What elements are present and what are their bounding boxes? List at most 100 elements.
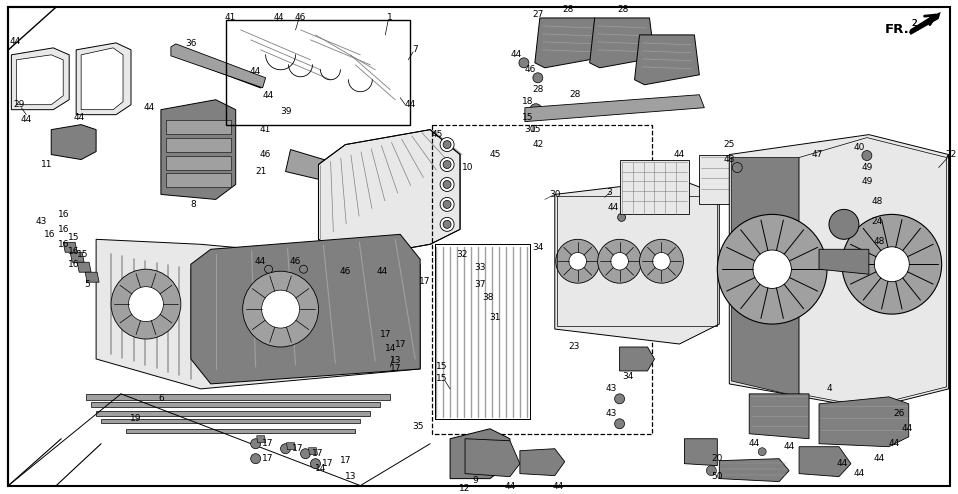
Text: 44: 44 xyxy=(74,113,84,122)
Text: 2: 2 xyxy=(911,19,917,29)
Text: 36: 36 xyxy=(185,40,196,48)
Text: 50: 50 xyxy=(712,472,723,481)
Text: 47: 47 xyxy=(811,150,823,159)
Text: 46: 46 xyxy=(295,13,307,22)
Text: 11: 11 xyxy=(40,160,52,169)
Circle shape xyxy=(444,201,451,208)
Text: 32: 32 xyxy=(456,250,468,259)
Polygon shape xyxy=(749,394,810,439)
Text: 34: 34 xyxy=(532,243,543,252)
Circle shape xyxy=(489,300,503,314)
Text: 16: 16 xyxy=(58,210,70,219)
Text: 22: 22 xyxy=(945,150,956,159)
Text: 30: 30 xyxy=(524,125,536,134)
Polygon shape xyxy=(91,402,380,407)
Text: 15: 15 xyxy=(68,233,80,242)
Circle shape xyxy=(462,254,478,270)
Text: 44: 44 xyxy=(255,257,266,266)
Bar xyxy=(557,197,718,326)
Bar xyxy=(226,20,410,124)
Text: 46: 46 xyxy=(340,267,351,276)
Circle shape xyxy=(718,214,827,324)
Text: 7: 7 xyxy=(412,45,418,54)
Text: 44: 44 xyxy=(854,469,864,478)
Text: 26: 26 xyxy=(893,410,904,418)
Text: 28: 28 xyxy=(569,90,581,99)
Polygon shape xyxy=(535,18,600,68)
Circle shape xyxy=(264,265,273,273)
Polygon shape xyxy=(16,55,63,105)
Circle shape xyxy=(533,73,543,83)
Text: 44: 44 xyxy=(376,267,388,276)
Text: 49: 49 xyxy=(861,177,873,186)
Polygon shape xyxy=(634,35,699,85)
Text: 10: 10 xyxy=(463,163,474,172)
Circle shape xyxy=(556,239,600,283)
Polygon shape xyxy=(257,436,265,443)
Text: 33: 33 xyxy=(474,263,486,272)
Text: 18: 18 xyxy=(522,97,534,106)
Circle shape xyxy=(251,439,261,449)
Text: 17: 17 xyxy=(262,439,273,448)
Text: 46: 46 xyxy=(260,150,271,159)
Polygon shape xyxy=(171,44,265,88)
Text: 44: 44 xyxy=(874,454,884,463)
Text: 43: 43 xyxy=(35,217,47,226)
Polygon shape xyxy=(51,124,96,160)
Text: 45: 45 xyxy=(490,150,501,159)
Circle shape xyxy=(530,104,542,116)
Circle shape xyxy=(301,449,310,458)
Text: 44: 44 xyxy=(784,442,795,451)
Polygon shape xyxy=(85,272,99,282)
Text: 44: 44 xyxy=(901,424,912,433)
Circle shape xyxy=(611,252,628,270)
Text: 2: 2 xyxy=(911,19,917,29)
Text: 44: 44 xyxy=(144,103,154,112)
Text: 17: 17 xyxy=(420,277,431,286)
Text: 17: 17 xyxy=(390,365,401,373)
Polygon shape xyxy=(450,429,510,479)
Polygon shape xyxy=(166,173,231,187)
Polygon shape xyxy=(435,245,530,419)
Polygon shape xyxy=(684,439,718,466)
Text: 15: 15 xyxy=(436,363,447,371)
Circle shape xyxy=(262,290,300,328)
Text: 44: 44 xyxy=(263,91,274,100)
Bar xyxy=(699,155,757,205)
Circle shape xyxy=(753,250,791,288)
Polygon shape xyxy=(308,448,317,454)
Polygon shape xyxy=(719,458,789,482)
Text: 13: 13 xyxy=(345,472,356,481)
Text: 46: 46 xyxy=(290,257,301,266)
Polygon shape xyxy=(102,419,360,423)
Text: 45: 45 xyxy=(431,130,443,139)
Polygon shape xyxy=(819,249,869,274)
Text: 34: 34 xyxy=(622,372,633,381)
Polygon shape xyxy=(318,129,460,259)
Text: 17: 17 xyxy=(262,454,273,463)
Text: 13: 13 xyxy=(390,357,401,366)
Circle shape xyxy=(377,275,385,283)
Text: 1: 1 xyxy=(387,13,393,22)
Circle shape xyxy=(598,239,642,283)
Circle shape xyxy=(440,217,454,231)
Text: 41: 41 xyxy=(260,125,271,134)
Polygon shape xyxy=(81,48,123,110)
Text: 35: 35 xyxy=(413,422,424,431)
Circle shape xyxy=(300,265,308,273)
Text: 44: 44 xyxy=(404,100,416,109)
Circle shape xyxy=(706,466,717,476)
Polygon shape xyxy=(520,449,565,476)
Circle shape xyxy=(862,151,872,161)
Polygon shape xyxy=(909,12,941,35)
Circle shape xyxy=(128,287,164,322)
Circle shape xyxy=(519,58,529,68)
Text: 44: 44 xyxy=(748,439,760,448)
Text: 38: 38 xyxy=(482,292,493,302)
Polygon shape xyxy=(590,18,654,68)
Text: 48: 48 xyxy=(871,197,882,206)
Text: 44: 44 xyxy=(511,50,521,59)
Text: 15: 15 xyxy=(78,250,89,259)
Polygon shape xyxy=(166,156,231,169)
Text: 6: 6 xyxy=(158,394,164,403)
